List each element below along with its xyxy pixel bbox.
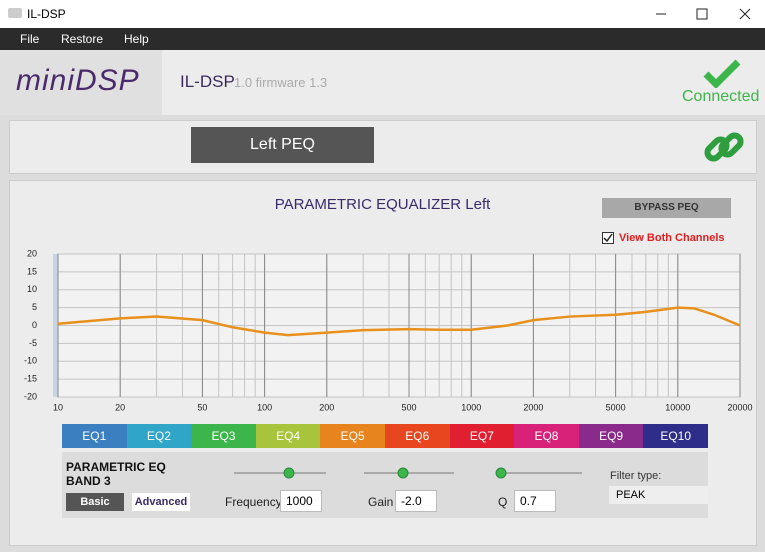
menu-item[interactable]: Help bbox=[124, 32, 149, 46]
advanced-button[interactable]: Advanced bbox=[132, 493, 190, 511]
x-tick-label: 10 bbox=[53, 402, 63, 412]
menu-bar: File Restore Help bbox=[0, 28, 765, 50]
band-title: PARAMETRIC EQ BAND 3 bbox=[66, 460, 166, 488]
y-tick-label: -5 bbox=[29, 338, 37, 348]
x-tick-label: 50 bbox=[197, 402, 207, 412]
chart: -20 -15 -10 -5 0 5 10 15 20 10 20 50 100 200 500 1000 20… bbox=[24, 248, 753, 412]
filter-type[interactable]: PEAK bbox=[609, 486, 708, 504]
logo-area bbox=[0, 50, 162, 115]
maximize[interactable] bbox=[696, 8, 708, 20]
y-tick-label: -15 bbox=[24, 374, 37, 384]
eq-tab[interactable]: EQ7 bbox=[449, 424, 515, 448]
x-tick-label: 10000 bbox=[665, 402, 690, 412]
eq-tabs: EQ1 EQ2 EQ3 EQ4 EQ5 EQ6 EQ7 EQ8 EQ9 EQ10 bbox=[62, 424, 708, 448]
y-tick-label: 20 bbox=[27, 248, 37, 258]
filter-type-label: Filter type: bbox=[610, 470, 662, 482]
eq-tab[interactable]: EQ10 bbox=[643, 424, 708, 448]
gain-label: Gain bbox=[368, 495, 394, 509]
menu-item[interactable]: Restore bbox=[61, 32, 104, 46]
y-tick-label: 15 bbox=[27, 266, 37, 276]
channel-button[interactable]: Left PEQ bbox=[191, 127, 374, 163]
eq-tab[interactable]: EQ9 bbox=[578, 424, 644, 448]
q-input[interactable]: 0.7 bbox=[514, 490, 556, 512]
q-label: Q bbox=[498, 495, 508, 509]
gain-input[interactable]: -2.0 bbox=[395, 490, 437, 512]
x-tick-label: 5000 bbox=[606, 402, 626, 412]
y-tick-label: 0 bbox=[32, 320, 37, 330]
version: 1.0 firmware 1.3 bbox=[234, 75, 328, 90]
frequency-label: Frequency bbox=[225, 495, 282, 509]
menu-item[interactable]: File bbox=[20, 32, 40, 46]
sliders[interactable] bbox=[232, 466, 592, 480]
y-tick-label: -10 bbox=[24, 356, 37, 366]
chart-title: PARAMETRIC EQUALIZER Left bbox=[274, 196, 491, 213]
eq-tab[interactable]: EQ4 bbox=[255, 424, 321, 448]
eq-curve bbox=[57, 306, 741, 337]
eq-tab[interactable]: EQ5 bbox=[320, 424, 385, 448]
title-bar: IL-DSP bbox=[0, 0, 765, 28]
bypass-button[interactable]: BYPASS PEQ bbox=[602, 198, 731, 218]
y-tick-label: 5 bbox=[32, 302, 37, 312]
x-tick-label: 20000 bbox=[727, 402, 752, 412]
close[interactable] bbox=[739, 8, 751, 20]
logo: miniDSP bbox=[16, 64, 140, 97]
band-panel: PARAMETRIC EQ BAND 3 Basic Advanced Freq… bbox=[62, 452, 708, 518]
header: miniDSP IL-DSP 1.0 firmware 1.3 Connecte… bbox=[0, 50, 765, 115]
window-title: IL-DSP bbox=[27, 7, 66, 21]
x-tick-label: 500 bbox=[401, 402, 416, 412]
product-name: IL-DSP bbox=[180, 72, 235, 91]
channel-panel: Left PEQ bbox=[9, 120, 757, 174]
x-tick-label: 100 bbox=[257, 402, 272, 412]
app-icon bbox=[8, 8, 22, 18]
eq-tab[interactable]: EQ6 bbox=[385, 424, 450, 448]
eq-tab[interactable]: EQ1 bbox=[62, 424, 127, 448]
x-tick-label: 1000 bbox=[461, 402, 481, 412]
eq-tab[interactable]: EQ2 bbox=[126, 424, 192, 448]
checkbox[interactable] bbox=[602, 232, 614, 244]
connected-icon bbox=[703, 59, 741, 88]
x-tick-label: 2000 bbox=[523, 402, 543, 412]
window-controls[interactable] bbox=[640, 0, 765, 28]
y-tick-label: -20 bbox=[24, 391, 37, 401]
status: Connected bbox=[682, 88, 760, 105]
frequency-input[interactable]: 1000 bbox=[280, 490, 322, 512]
plot-strip bbox=[53, 254, 58, 397]
x-tick-label: 200 bbox=[319, 402, 334, 412]
x-tick-label: 20 bbox=[115, 402, 125, 412]
link-icon[interactable] bbox=[702, 125, 746, 169]
y-tick-label: 10 bbox=[27, 284, 37, 294]
eq-tab[interactable]: EQ3 bbox=[191, 424, 256, 448]
eq-tab[interactable]: EQ8 bbox=[514, 424, 579, 448]
view-both-label[interactable]: View Both Channels bbox=[619, 232, 725, 244]
basic-button[interactable]: Basic bbox=[66, 493, 124, 511]
